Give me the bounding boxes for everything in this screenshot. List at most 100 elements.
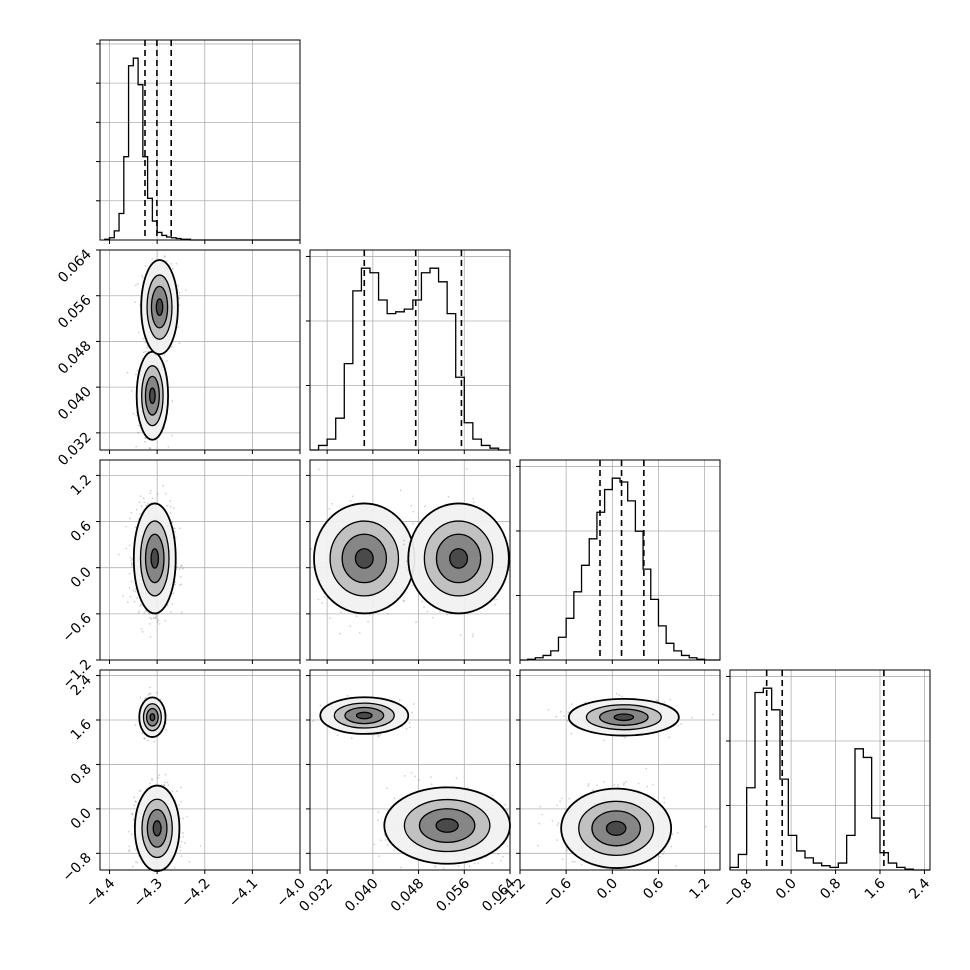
scatter-point (351, 495, 354, 498)
scatter-point (180, 583, 183, 586)
scatter-point (336, 734, 339, 736)
scatter-point (151, 777, 153, 780)
scatter-point (473, 862, 476, 865)
scatter-point (405, 560, 408, 563)
scatter-point (174, 583, 177, 586)
scatter-point (379, 839, 382, 842)
scatter-point (144, 437, 147, 439)
scatter-point (180, 855, 183, 858)
scatter-point (167, 784, 170, 787)
scatter-point (386, 613, 389, 615)
scatter-point (134, 590, 137, 593)
scatter-point (129, 517, 132, 520)
scatter-point (468, 865, 471, 868)
scatter-point (140, 505, 143, 508)
scatter-point (624, 736, 626, 739)
scatter-point (323, 596, 326, 598)
scatter-point (150, 617, 153, 620)
scatter-point (135, 414, 138, 417)
scatter-point (180, 611, 183, 614)
scatter-point (132, 818, 135, 821)
scatter-point (164, 620, 167, 622)
scatter-point (136, 861, 139, 864)
scatter-point (134, 801, 137, 803)
scatter-point (170, 262, 173, 265)
scatter-point (153, 392, 156, 395)
scatter-point (446, 613, 448, 616)
scatter-point (148, 447, 151, 450)
scatter-point (144, 440, 146, 443)
scatter-point (147, 693, 150, 696)
scatter-point (169, 500, 172, 502)
scatter-point (408, 721, 411, 724)
scatter-point (144, 341, 147, 344)
scatter-point (118, 553, 120, 556)
scatter-point (431, 616, 434, 619)
scatter-point (373, 843, 376, 846)
scatter-point (170, 434, 173, 437)
scatter-point (128, 845, 131, 848)
scatter-point (178, 304, 181, 306)
scatter-point (424, 505, 426, 508)
scatter-point (350, 737, 353, 740)
scatter-point (175, 262, 178, 265)
scatter-point (135, 445, 138, 448)
hist-0-frame (99, 39, 301, 241)
scatter-point (379, 733, 382, 736)
scatter-point (656, 699, 658, 702)
scatter-point (158, 623, 161, 625)
scatter-point (559, 710, 562, 713)
scatter-point (497, 852, 500, 855)
panel-1-0-frame (99, 249, 301, 451)
scatter-point (169, 506, 172, 508)
scatter-point (129, 544, 131, 547)
scatter-point (156, 493, 159, 495)
scatter-point (144, 437, 147, 439)
scatter-point (369, 613, 371, 616)
scatter-point (162, 484, 164, 487)
panel-3-2 (516, 670, 720, 874)
scatter-point (457, 865, 460, 868)
scatter-point (413, 703, 415, 705)
scatter-point (349, 500, 352, 502)
scatter-point (171, 603, 174, 605)
scatter-point (358, 631, 361, 634)
scatter-point (139, 696, 142, 699)
scatter-point (402, 543, 405, 546)
scatter-point (317, 598, 320, 601)
scatter-point (137, 424, 140, 427)
contour-1-3 (155, 298, 164, 317)
scatter-point (136, 369, 139, 372)
scatter-point (151, 779, 154, 782)
scatter-point (392, 849, 395, 852)
scatter-point (134, 588, 137, 590)
scatter-point (442, 867, 445, 869)
scatter-point (180, 840, 183, 843)
scatter-point (377, 819, 379, 822)
scatter-point (165, 728, 168, 731)
scatter-point (399, 489, 402, 492)
histogram-0 (96, 40, 301, 244)
scatter-point (126, 371, 129, 374)
scatter-point (171, 345, 173, 348)
scatter-point (199, 845, 202, 847)
scatter-point (663, 701, 666, 704)
panel-3-0 (96, 670, 301, 874)
scatter-point (143, 351, 145, 354)
scatter-point (434, 864, 437, 867)
scatter-point (153, 617, 156, 619)
scatter-point (417, 779, 420, 781)
scatter-point (139, 605, 142, 607)
scatter-point (471, 635, 474, 638)
scatter-point (131, 812, 134, 815)
scatter-point (164, 256, 166, 258)
scatter-point (164, 781, 166, 784)
scatter-point (139, 495, 142, 497)
scatter-point (131, 813, 134, 816)
scatter-point (547, 709, 550, 711)
scatter-point (131, 865, 134, 868)
scatter-point (166, 360, 168, 362)
scatter-point (137, 431, 140, 434)
scatter-point (130, 390, 133, 392)
